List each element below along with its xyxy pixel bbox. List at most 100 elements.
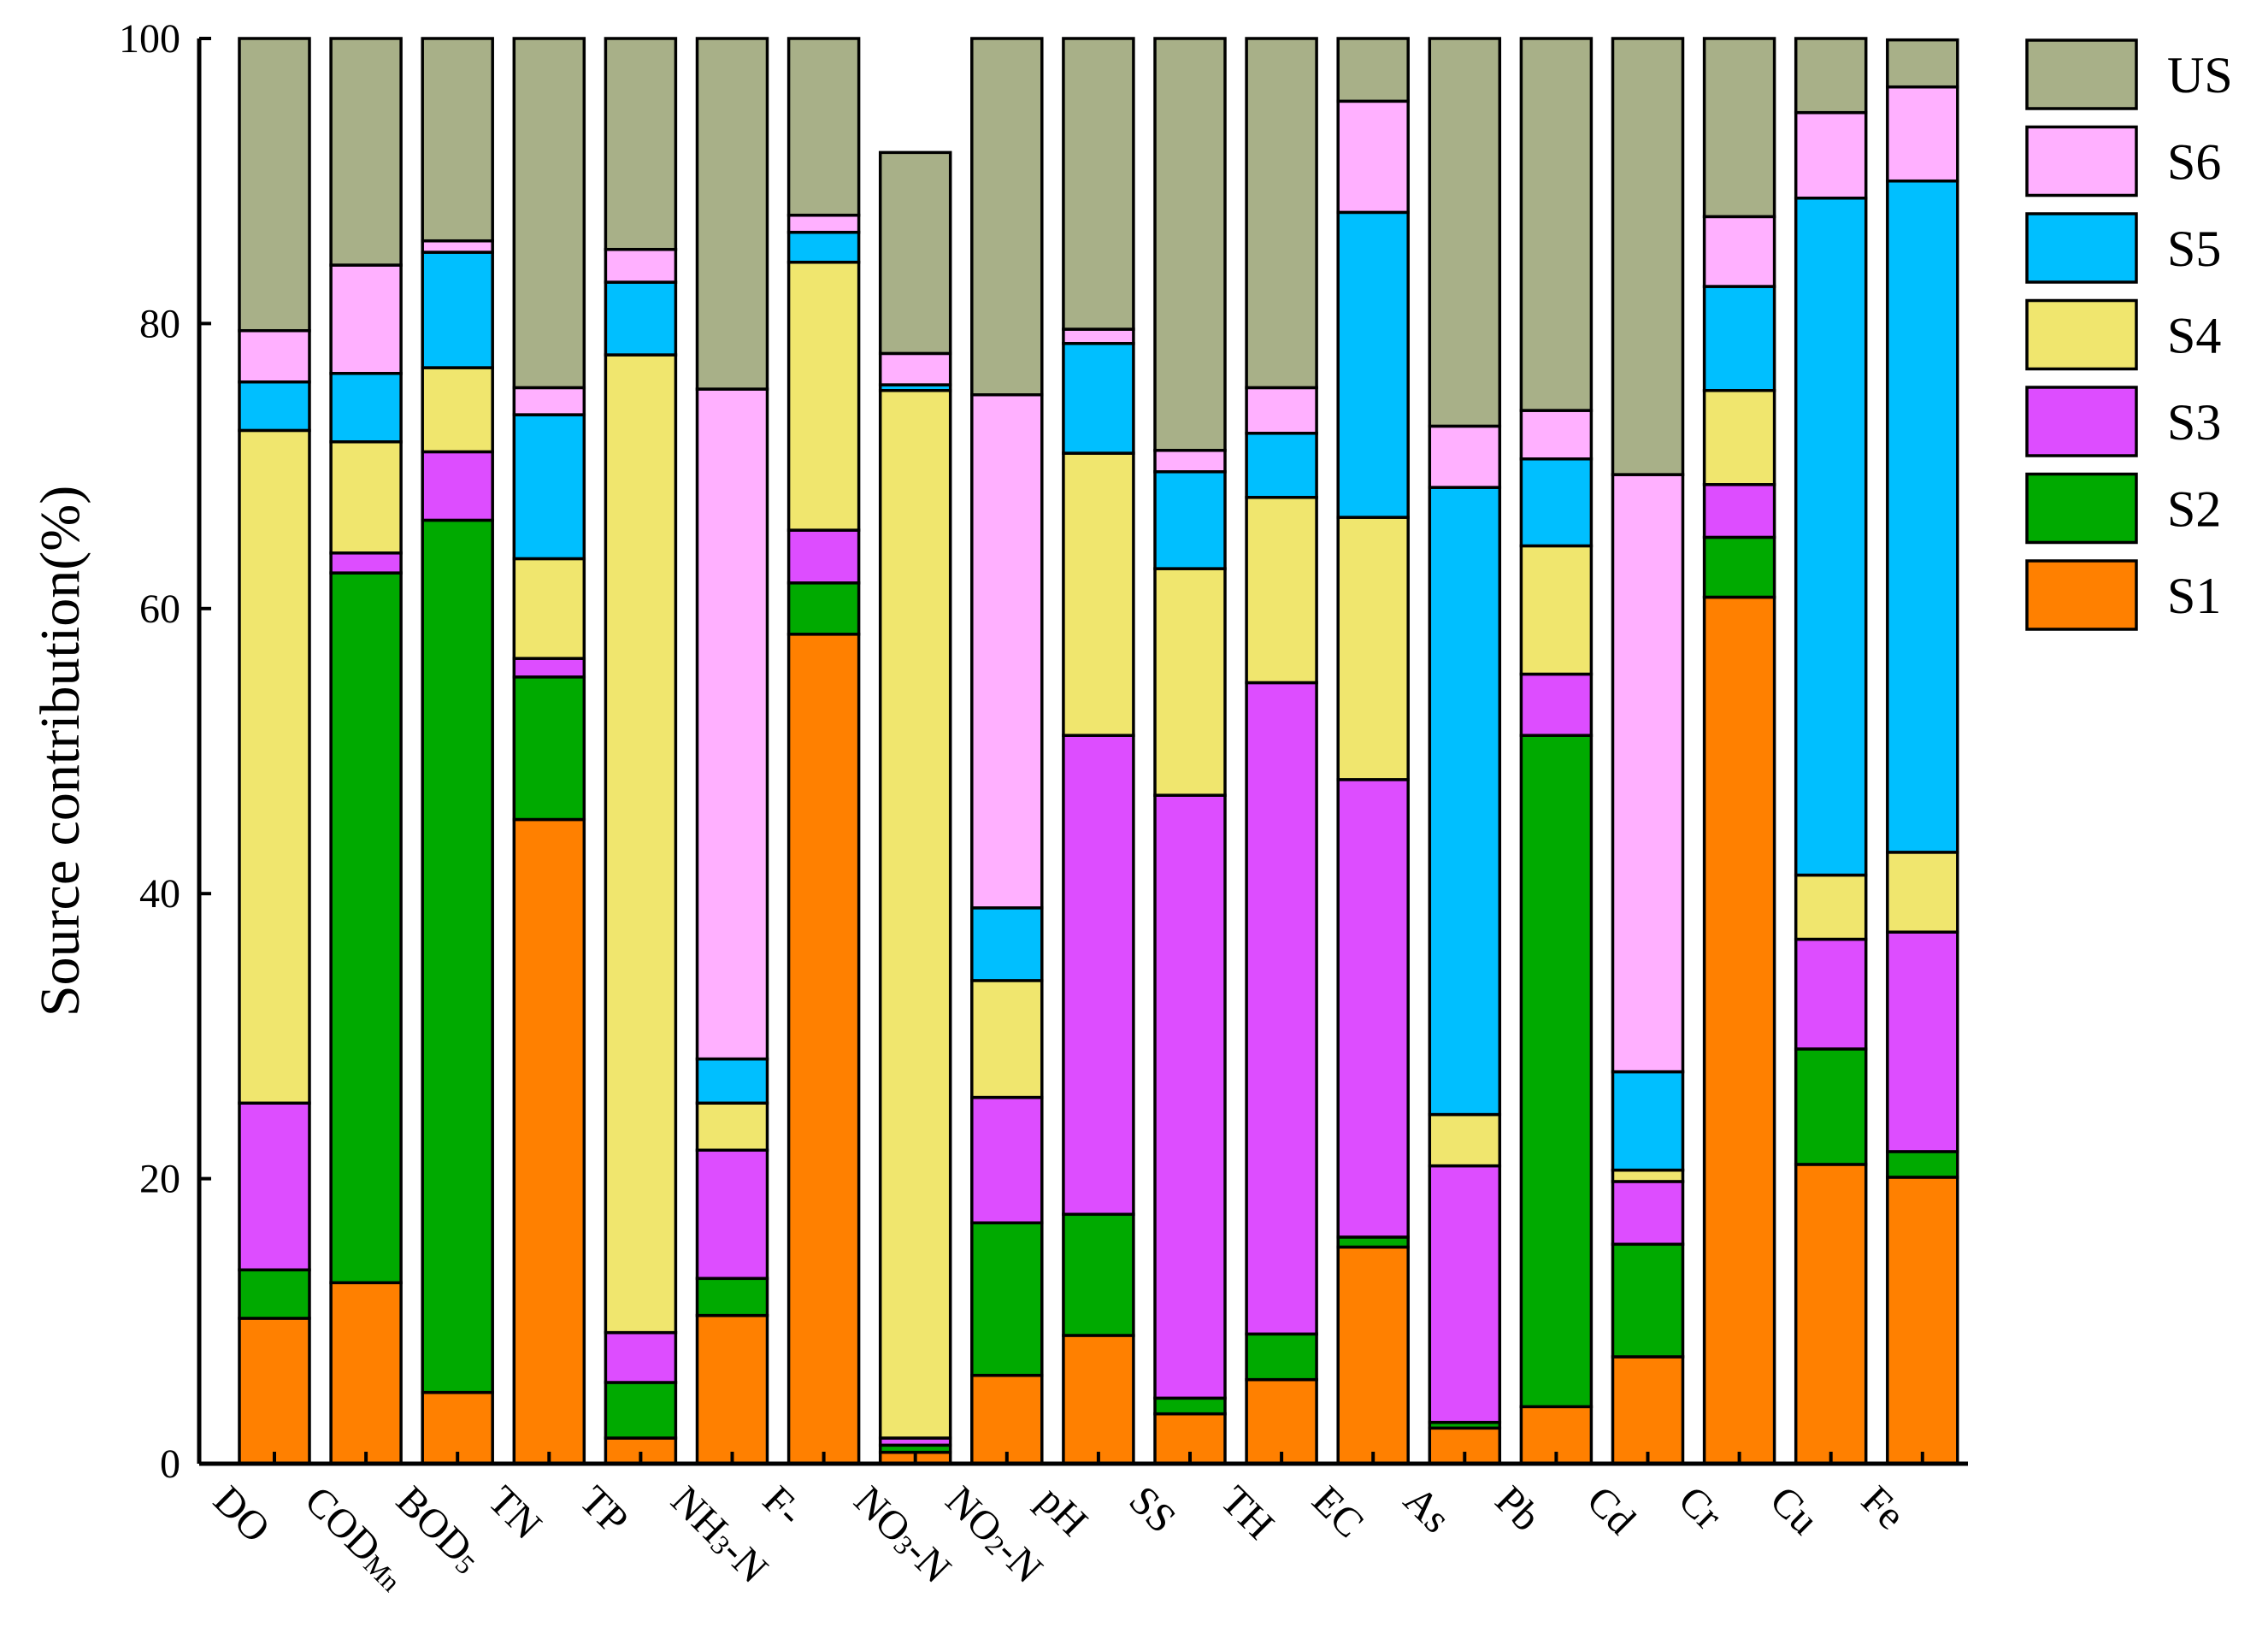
bar-segment-no2-n-s4 xyxy=(970,979,1044,1099)
bar-segment-th-s5 xyxy=(1245,432,1318,499)
x-tick-label-no2-n: NO2-N xyxy=(937,1477,1052,1592)
x-tick-label-no3-n: NO3-N xyxy=(845,1477,960,1592)
bar-segment-tn-s5 xyxy=(512,413,586,561)
bar-segment-fe-s5 xyxy=(1886,179,1959,854)
bar-segment-do-s4 xyxy=(238,428,311,1105)
bar-segment-do-us xyxy=(238,37,311,333)
bar-segment-f-s2 xyxy=(786,581,861,636)
y-axis-title: Source contribution(%) xyxy=(29,486,91,1017)
bar-segment-cd-s5 xyxy=(1611,1070,1685,1172)
bar-segment-nh3-n-s1 xyxy=(695,1313,769,1465)
bar-segment-no2-n-s1 xyxy=(970,1373,1044,1465)
bar-segment-cu-s3 xyxy=(1794,937,1868,1051)
bar-segment-fe-s6 xyxy=(1886,85,1959,183)
bar-segment-codmn-s3 xyxy=(329,551,403,575)
bar-segment-ph-s3 xyxy=(1062,734,1135,1217)
legend: US S6 S5 S4 S3 S2 S1 xyxy=(2025,38,2233,631)
bar-segment-bod5-s6 xyxy=(421,239,494,254)
bar-segment-ec-s2 xyxy=(1336,1235,1410,1249)
legend-swatch-s5 xyxy=(2025,212,2138,284)
x-tick-label-cr: Cr xyxy=(1670,1477,1730,1538)
legend-label-s2: S2 xyxy=(2167,481,2221,538)
bar-segment-cu-s4 xyxy=(1794,873,1868,941)
bar-segment-cd-s2 xyxy=(1611,1242,1685,1359)
bar-segment-f-s1 xyxy=(786,633,861,1465)
bar-segment-codmn-s1 xyxy=(329,1281,403,1465)
bar-segment-ec-s5 xyxy=(1336,210,1410,519)
bar-segment-cu-us xyxy=(1794,37,1868,115)
x-tick-label-nh3-n: NH3-N xyxy=(663,1477,777,1592)
bar-segment-as-s6 xyxy=(1428,424,1502,489)
bar-segment-tn-s2 xyxy=(512,675,586,822)
bar-segment-cr-s1 xyxy=(1702,595,1776,1465)
bar-segment-tn-us xyxy=(512,37,586,390)
bar-segment-do-s3 xyxy=(238,1101,311,1272)
bar-segment-tp-us xyxy=(604,37,678,251)
bar-segment-th-us xyxy=(1245,37,1318,390)
x-tick-label-ec: EC xyxy=(1304,1477,1373,1547)
legend-swatch-s4 xyxy=(2025,298,2138,371)
bar-segment-codmn-s6 xyxy=(329,263,403,375)
y-tick-label-100: 100 xyxy=(119,16,180,62)
bar-segment-f-us xyxy=(786,37,861,217)
bar-segment-pb-s2 xyxy=(1519,734,1593,1409)
bar-segment-cu-s2 xyxy=(1794,1047,1868,1166)
y-tick-label-0: 0 xyxy=(160,1441,180,1487)
bar-segment-bod5-s4 xyxy=(421,366,494,454)
bar-segment-th-s1 xyxy=(1245,1377,1318,1465)
x-tick-label-ph: pH xyxy=(1028,1477,1096,1545)
bar-segment-ec-us xyxy=(1336,37,1410,103)
bar-segment-do-s6 xyxy=(238,328,311,384)
bar-segment-cr-s4 xyxy=(1702,388,1776,486)
bar-segment-codmn-us xyxy=(329,37,403,267)
legend-label-s4: S4 xyxy=(2167,308,2221,364)
x-tick-label-ss: SS xyxy=(1120,1477,1184,1542)
bars-layer xyxy=(238,37,1959,1465)
bar-segment-bod5-us xyxy=(421,37,494,243)
bar-segment-nh3-n-s4 xyxy=(695,1101,769,1152)
bar-segment-ec-s4 xyxy=(1336,516,1410,781)
legend-swatch-s1 xyxy=(2025,559,2138,631)
bar-segment-ss-s4 xyxy=(1153,567,1227,797)
bar-segment-ss-us xyxy=(1153,37,1227,452)
bar-segment-as-s4 xyxy=(1428,1112,1502,1168)
bar-segment-cd-s1 xyxy=(1611,1355,1685,1465)
bar-segment-f-s3 xyxy=(786,528,861,585)
legend-label-s3: S3 xyxy=(2167,394,2221,451)
bar-segment-nh3-n-s6 xyxy=(695,387,769,1061)
y-tick-label-80: 80 xyxy=(139,301,180,346)
bar-segment-fe-s3 xyxy=(1886,930,1959,1153)
x-tick-label-pb: Pb xyxy=(1487,1477,1549,1540)
bar-segment-bod5-s2 xyxy=(421,518,494,1394)
legend-swatch-us xyxy=(2025,38,2138,110)
bar-segment-f-s4 xyxy=(786,260,861,532)
legend-swatch-s2 xyxy=(2025,472,2138,545)
bar-segment-nh3-n-s5 xyxy=(695,1057,769,1105)
bar-segment-th-s6 xyxy=(1245,386,1318,435)
bar-segment-nh3-n-s2 xyxy=(695,1276,769,1318)
x-tick-label-bod5: BOD5 xyxy=(388,1477,491,1580)
bar-segment-tp-s5 xyxy=(604,280,678,357)
bar-segment-no2-n-s2 xyxy=(970,1221,1044,1377)
bar-segment-cr-s3 xyxy=(1702,483,1776,539)
legend-swatch-s6 xyxy=(2025,125,2138,197)
bar-segment-pb-us xyxy=(1519,37,1593,412)
y-tick-label-60: 60 xyxy=(139,587,180,632)
bar-segment-as-s5 xyxy=(1428,486,1502,1117)
bar-segment-no3-n-s6 xyxy=(878,351,952,386)
bar-segment-pb-s6 xyxy=(1519,409,1593,461)
legend-label-s5: S5 xyxy=(2167,221,2221,277)
bar-segment-no2-n-s3 xyxy=(970,1095,1044,1225)
bar-segment-cu-s5 xyxy=(1794,196,1868,877)
x-tick-label-tn: TN xyxy=(480,1477,551,1548)
bar-segment-th-s4 xyxy=(1245,496,1318,685)
bar-segment-cu-s6 xyxy=(1794,110,1868,200)
bar-segment-ss-s2 xyxy=(1153,1396,1227,1416)
legend-label-s6: S6 xyxy=(2167,134,2221,191)
bar-segment-cr-s5 xyxy=(1702,285,1776,392)
bar-segment-ph-us xyxy=(1062,37,1135,331)
x-tick-label-fe: Fe xyxy=(1853,1477,1913,1538)
x-tick-label-tp: TP xyxy=(571,1477,637,1543)
bar-segment-cr-s6 xyxy=(1702,215,1776,288)
legend-label-us: US xyxy=(2167,47,2233,103)
